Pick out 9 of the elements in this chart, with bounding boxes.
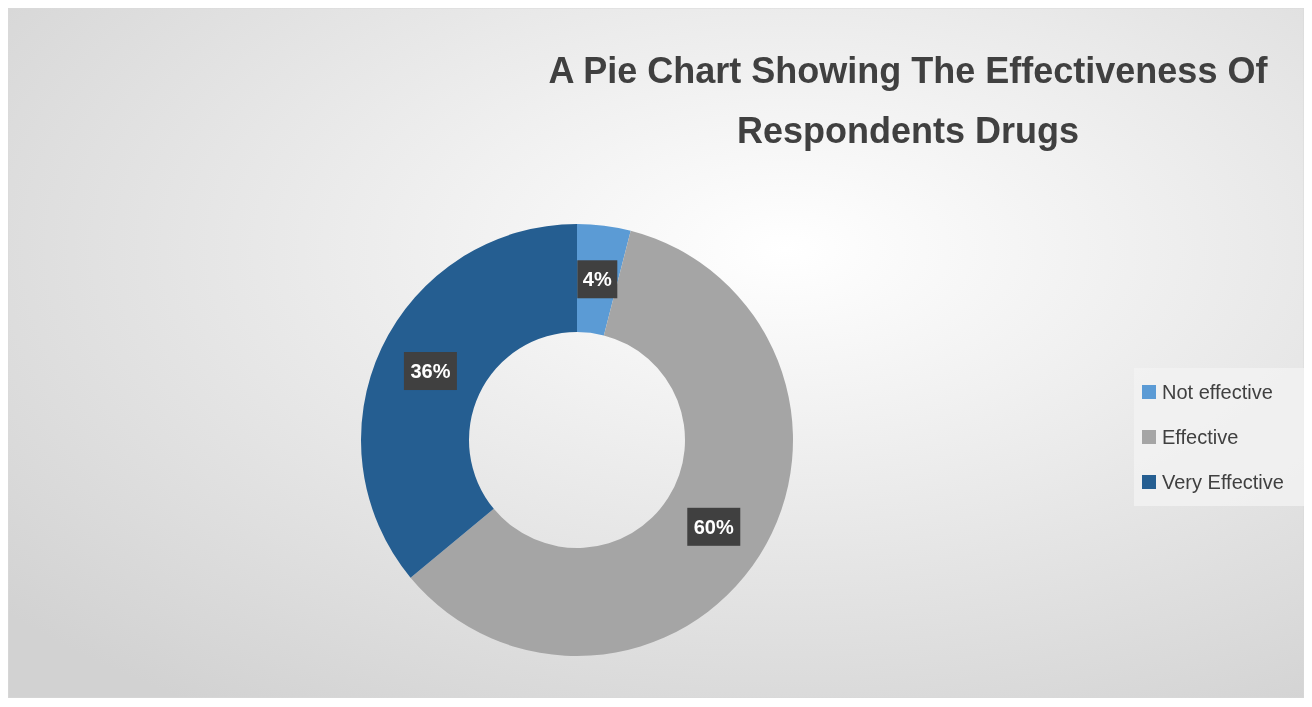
donut-slice: [361, 224, 577, 578]
data-label: 36%: [410, 360, 451, 383]
legend-label: Effective: [1162, 426, 1239, 448]
chart-title: A Pie Chart Showing The Effectiveness Of Respondents Drugs: [548, 50, 1269, 151]
data-label: 4%: [582, 268, 612, 291]
data-label: 60%: [693, 515, 735, 538]
legend-label: Not effective: [1162, 381, 1273, 403]
donut-slice: [410, 230, 793, 656]
legend-label: Very Effective: [1162, 471, 1284, 493]
